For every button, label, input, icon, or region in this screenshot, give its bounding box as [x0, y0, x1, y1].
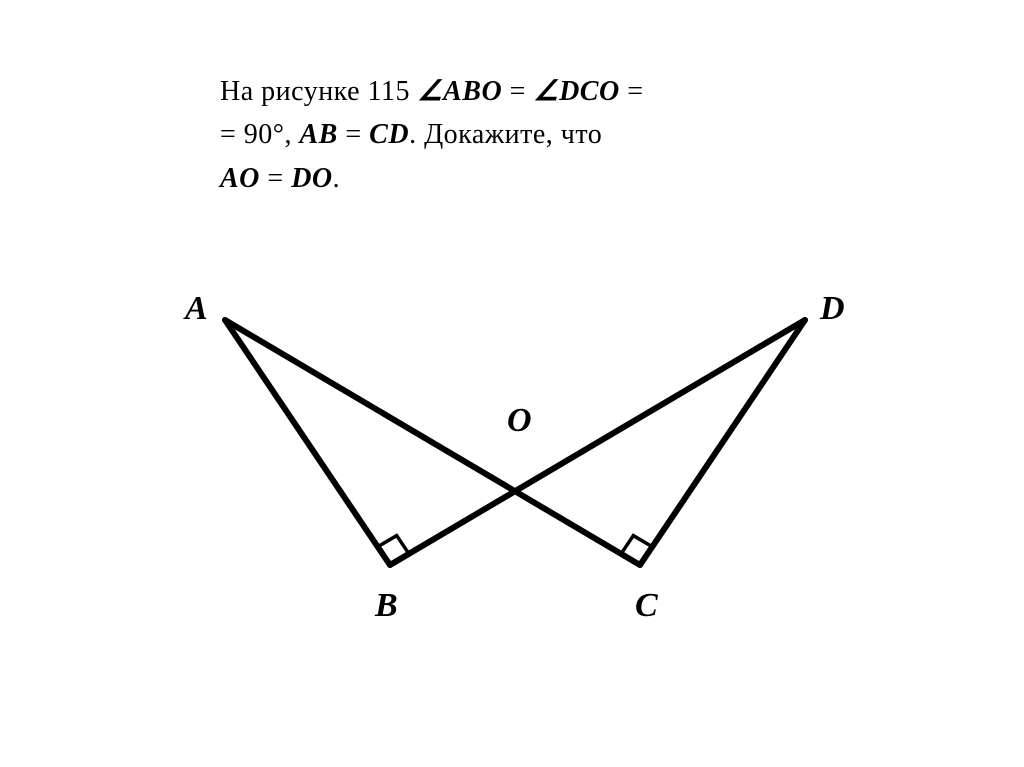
text-suffix-3: . [333, 163, 341, 194]
segment-AC [225, 320, 640, 565]
segment-cd: CD [369, 119, 409, 150]
text-suffix-2: . Докажите, что [409, 119, 602, 150]
vertex-label-C: C [635, 587, 658, 625]
geometry-diagram: A D B C O [165, 280, 865, 680]
eq-trail: = [620, 76, 644, 107]
page: На рисунке 115 ∠ABO = ∠DCO = = 90°, AB =… [0, 0, 1024, 767]
text-prefix-1: На рисунке 115 [220, 76, 417, 107]
eq-3: = [260, 163, 291, 194]
segment-AB [225, 320, 390, 565]
angle-dco: ∠DCO [533, 70, 619, 113]
problem-statement: На рисунке 115 ∠ABO = ∠DCO = = 90°, AB =… [220, 70, 820, 200]
text-prefix-2: = 90°, [220, 119, 300, 150]
segment-do: DO [291, 163, 332, 194]
vertex-label-A: A [185, 290, 208, 328]
vertex-label-O: O [507, 402, 532, 440]
angle-abo: ∠ABO [417, 70, 502, 113]
vertex-label-B: B [375, 587, 398, 625]
segment-DC [640, 320, 805, 565]
segment-ao: AO [220, 163, 260, 194]
eq-1: = [502, 76, 533, 107]
eq-2: = [338, 119, 369, 150]
segment-DB [390, 320, 805, 565]
segment-ab: AB [300, 119, 338, 150]
diagram-svg [165, 280, 865, 680]
vertex-label-D: D [820, 290, 845, 328]
